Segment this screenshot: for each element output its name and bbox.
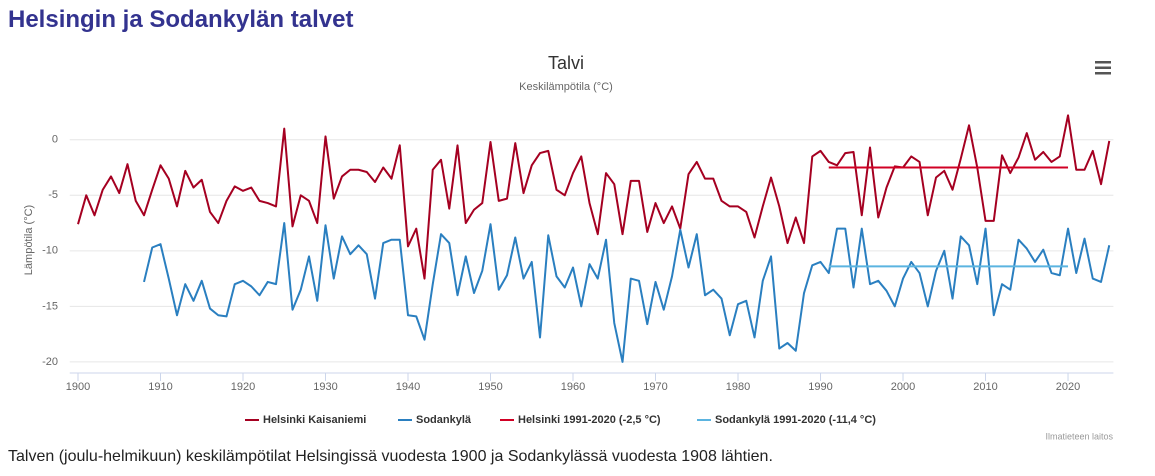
x-tick-label: 2000 <box>891 381 915 393</box>
x-tick-label: 1950 <box>478 381 502 393</box>
y-axis-title: Lämpötila (°C) <box>23 205 35 275</box>
legend-label: Helsinki Kaisaniemi <box>263 414 366 426</box>
legend-label: Sodankylä <box>416 414 472 426</box>
y-tick-label: 0 <box>52 134 58 146</box>
legend-item[interactable]: Sodankylä <box>398 414 472 426</box>
y-tick-label: -5 <box>48 189 58 201</box>
menu-bar <box>1095 61 1111 64</box>
y-tick-label: -15 <box>42 300 58 312</box>
menu-button[interactable] <box>1095 61 1111 75</box>
legend-label: Helsinki 1991-2020 (-2,5 °C) <box>518 414 661 426</box>
data-line <box>77 114 1111 280</box>
page-title: Helsingin ja Sodankylän talvet <box>8 6 354 33</box>
credits[interactable]: Ilmatieteen laitos <box>1045 431 1113 441</box>
menu-bar <box>1095 72 1111 75</box>
menu-bar <box>1095 66 1111 69</box>
x-tick-label: 1970 <box>643 381 667 393</box>
chart-subtitle: Keskilämpötila (°C) <box>519 81 613 93</box>
x-tick-label: 1900 <box>66 381 90 393</box>
data-line <box>143 222 1111 363</box>
x-tick-label: 1990 <box>808 381 832 393</box>
x-tick-label: 1920 <box>231 381 255 393</box>
x-tick-label: 1930 <box>313 381 337 393</box>
x-tick-label: 2020 <box>1056 381 1080 393</box>
y-tick-label: -20 <box>42 356 58 368</box>
legend-item[interactable]: Helsinki 1991-2020 (-2,5 °C) <box>500 414 661 426</box>
legend-item[interactable]: Helsinki Kaisaniemi <box>245 414 366 426</box>
legend-label: Sodankylä 1991-2020 (-11,4 °C) <box>715 414 876 426</box>
x-tick-label: 1980 <box>726 381 750 393</box>
y-tick-label: -10 <box>42 245 58 257</box>
x-tick-label: 1910 <box>148 381 172 393</box>
x-tick-label: 1940 <box>396 381 420 393</box>
legend-item[interactable]: Sodankylä 1991-2020 (-11,4 °C) <box>697 414 876 426</box>
chart-title: Talvi <box>548 53 584 73</box>
x-tick-label: 1960 <box>561 381 585 393</box>
caption: Talven (joulu-helmikuun) keskilämpötilat… <box>8 448 773 465</box>
x-tick-label: 2010 <box>973 381 997 393</box>
